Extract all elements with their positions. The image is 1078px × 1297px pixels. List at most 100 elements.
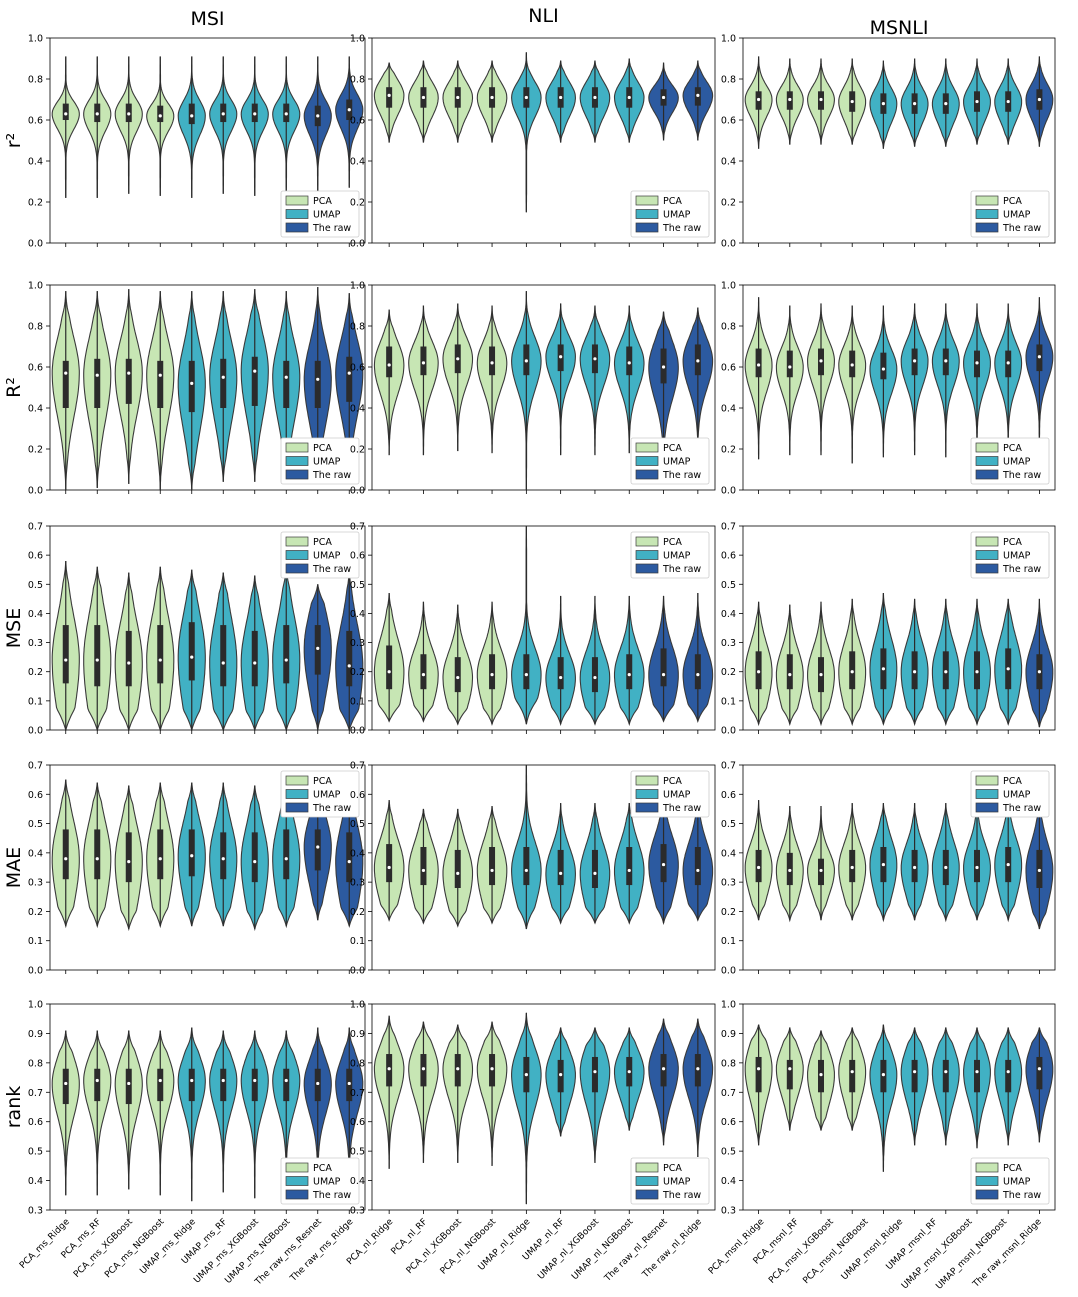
violin-5 bbox=[900, 598, 929, 727]
y-tick-label: 0.1 bbox=[350, 696, 365, 707]
legend-label: UMAP bbox=[313, 551, 341, 562]
violin-3 bbox=[476, 305, 508, 454]
legend-label: PCA bbox=[663, 196, 682, 207]
y-tick-label: 0.6 bbox=[721, 363, 736, 374]
violin-3 bbox=[146, 56, 175, 196]
violin-median-dot bbox=[347, 1081, 351, 1086]
violin-median-dot bbox=[490, 361, 494, 365]
y-tick-label: 1.0 bbox=[350, 1000, 365, 1011]
violin-median-dot bbox=[559, 871, 563, 875]
y-tick-label: 0.2 bbox=[721, 445, 736, 456]
violin-3 bbox=[146, 566, 175, 732]
violin-1 bbox=[775, 1027, 804, 1131]
violin-iqr-box bbox=[786, 1059, 793, 1090]
legend-swatch bbox=[975, 195, 999, 206]
violin-median-dot bbox=[456, 357, 460, 361]
y-tick-label: 0.6 bbox=[350, 790, 365, 801]
y-tick-label: 1.0 bbox=[721, 1000, 736, 1011]
violin-median-dot bbox=[127, 371, 131, 375]
violin-median-dot bbox=[593, 1070, 597, 1074]
violin-7 bbox=[613, 1027, 645, 1131]
violin-5 bbox=[545, 803, 576, 925]
row-ylabel-3: MAE bbox=[3, 847, 25, 888]
violin-iqr-box bbox=[660, 648, 667, 687]
violin-median-dot bbox=[316, 845, 320, 849]
x-tick-label: PCA_msnl_NGBoost bbox=[801, 1217, 870, 1286]
violin-5 bbox=[545, 595, 576, 727]
violin-4 bbox=[869, 592, 898, 727]
y-tick-label: 0.8 bbox=[28, 1058, 43, 1069]
violin-7 bbox=[613, 58, 645, 143]
violin-2 bbox=[442, 60, 474, 143]
violin-median-dot bbox=[95, 112, 99, 116]
y-tick-label: 0.3 bbox=[350, 1206, 365, 1217]
violin-5 bbox=[545, 1027, 576, 1137]
violin-1 bbox=[775, 604, 804, 727]
y-tick-label: 0.3 bbox=[28, 638, 43, 649]
legend-label: PCA bbox=[313, 537, 332, 548]
y-tick-label: 0.4 bbox=[28, 404, 43, 415]
violin-median-dot bbox=[819, 359, 823, 363]
violin-median-dot bbox=[158, 1078, 162, 1083]
violin-median-dot bbox=[1006, 361, 1010, 365]
violin-median-dot bbox=[95, 373, 99, 377]
violin-median-dot bbox=[1006, 1070, 1010, 1074]
y-tick-label: 0.0 bbox=[350, 486, 365, 497]
axes-frame bbox=[49, 525, 366, 731]
violin-7 bbox=[963, 803, 991, 921]
violin-0 bbox=[51, 56, 80, 198]
violin-median-dot bbox=[593, 675, 597, 680]
violin-iqr-box bbox=[523, 847, 530, 886]
violin-median-dot bbox=[975, 99, 979, 104]
y-tick-label: 0.2 bbox=[350, 198, 365, 209]
violin-iqr-box bbox=[626, 847, 633, 886]
violin-median-dot bbox=[387, 93, 391, 97]
violin-iqr-box bbox=[786, 350, 793, 378]
violin-median-dot bbox=[347, 108, 351, 112]
violin-5 bbox=[900, 303, 929, 456]
violin-4 bbox=[869, 60, 898, 149]
x-tick-label: UMAP_nl_NGBoost bbox=[570, 1217, 636, 1283]
violin-median-dot bbox=[881, 367, 886, 371]
legend-swatch bbox=[635, 775, 659, 786]
legend-swatch bbox=[975, 1162, 999, 1173]
x-tick-label: PCA_msnl_XGBoost bbox=[767, 1217, 836, 1286]
violin-4 bbox=[511, 52, 542, 213]
violin-median-dot bbox=[490, 95, 494, 100]
violin-median-dot bbox=[819, 1073, 823, 1077]
violin-1 bbox=[408, 808, 439, 925]
violin-4 bbox=[177, 782, 206, 927]
x-tick-label: PCA_ms_Ridge bbox=[18, 1217, 72, 1271]
y-tick-label: 0.6 bbox=[721, 551, 736, 562]
violin-median-dot bbox=[1006, 862, 1010, 867]
violin-3 bbox=[476, 805, 508, 925]
violin-1 bbox=[775, 58, 804, 145]
legend-label: PCA bbox=[313, 776, 332, 787]
violin-7 bbox=[963, 1027, 991, 1149]
legend-label: The raw bbox=[1002, 803, 1041, 814]
violin-8 bbox=[648, 1018, 679, 1146]
legend-swatch bbox=[285, 456, 309, 466]
legend: PCA UMAP The raw bbox=[280, 1157, 360, 1205]
violin-1 bbox=[775, 305, 804, 456]
violin-median-dot bbox=[788, 868, 792, 873]
violin-median-dot bbox=[347, 664, 351, 668]
violin-iqr-box bbox=[220, 1068, 227, 1102]
y-tick-label: 0.2 bbox=[350, 667, 365, 678]
legend-label: The raw bbox=[662, 1190, 701, 1201]
legend-swatch bbox=[635, 1176, 659, 1186]
violin-median-dot bbox=[190, 114, 194, 118]
violin-median-dot bbox=[559, 95, 563, 100]
axes-frame bbox=[49, 1003, 366, 1211]
y-tick-label: 1.0 bbox=[28, 281, 43, 292]
violin-median-dot bbox=[881, 102, 886, 106]
violin-median-dot bbox=[850, 670, 854, 674]
violin-1 bbox=[83, 1030, 112, 1196]
x-tick-label: PCA_ms_XGBoost bbox=[72, 1217, 135, 1280]
x-tick-label: UMAP_msnl_XGBoost bbox=[900, 1217, 975, 1292]
violin-iqr-box bbox=[557, 657, 564, 690]
subplot-r4-c1: 0.30.40.50.60.70.80.91.0PCA_nl_RidgePCA_… bbox=[345, 1000, 716, 1284]
violin-median-dot bbox=[421, 95, 426, 100]
y-tick-label: 0.4 bbox=[350, 157, 365, 168]
violin-median-dot bbox=[1037, 355, 1041, 359]
